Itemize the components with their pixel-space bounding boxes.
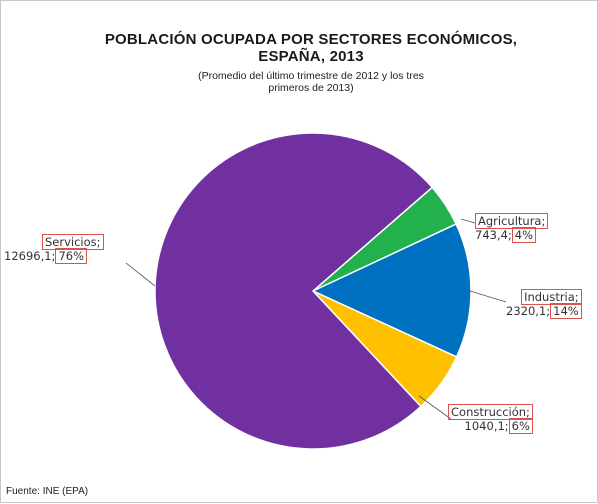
label-servicios: Servicios; 12696,1; 76%: [4, 234, 104, 264]
leader-line-industria: [469, 290, 507, 303]
label-agricultura-percent: 4%: [511, 227, 537, 243]
label-agricultura-value: 743,4;: [475, 228, 512, 242]
label-construccion: Construcción; 1040,1; 6%: [448, 404, 533, 434]
pie-slice-industria: [311, 223, 472, 358]
chart-subtitle-line1: (Promedio del último trimestre de 2012 y…: [198, 70, 424, 82]
label-agricultura: Agricultura; 743,4; 4%: [475, 213, 549, 243]
label-construccion-name: Construcción;: [448, 404, 533, 420]
label-servicios-name: Servicios;: [42, 234, 104, 250]
label-construccion-value: 1040,1;: [464, 419, 509, 433]
label-servicios-value: 12696,1;: [4, 249, 56, 263]
chart-title-line2: ESPAÑA, 2013: [258, 48, 364, 65]
pie-slice-servicios: [154, 132, 434, 450]
label-industria-name: Industria;: [521, 289, 582, 305]
chart-source: Fuente: INE (EPA): [6, 486, 89, 497]
chart-subtitle-line2: primeros de 2013): [268, 82, 354, 94]
label-industria-value: 2320,1;: [506, 304, 551, 318]
leader-line-agricultura: [460, 218, 476, 224]
leader-line-construccion: [418, 395, 452, 420]
label-industria-percent: 14%: [550, 303, 582, 319]
label-servicios-percent: 76%: [55, 248, 87, 264]
label-construccion-percent: 6%: [508, 418, 533, 434]
label-agricultura-name: Agricultura;: [475, 213, 549, 229]
label-industria: Industria; 2320,1; 14%: [506, 289, 582, 319]
leader-line-servicios: [125, 262, 156, 287]
chart-title-line1: POBLACIÓN OCUPADA POR SECTORES ECONÓMICO…: [104, 31, 518, 48]
